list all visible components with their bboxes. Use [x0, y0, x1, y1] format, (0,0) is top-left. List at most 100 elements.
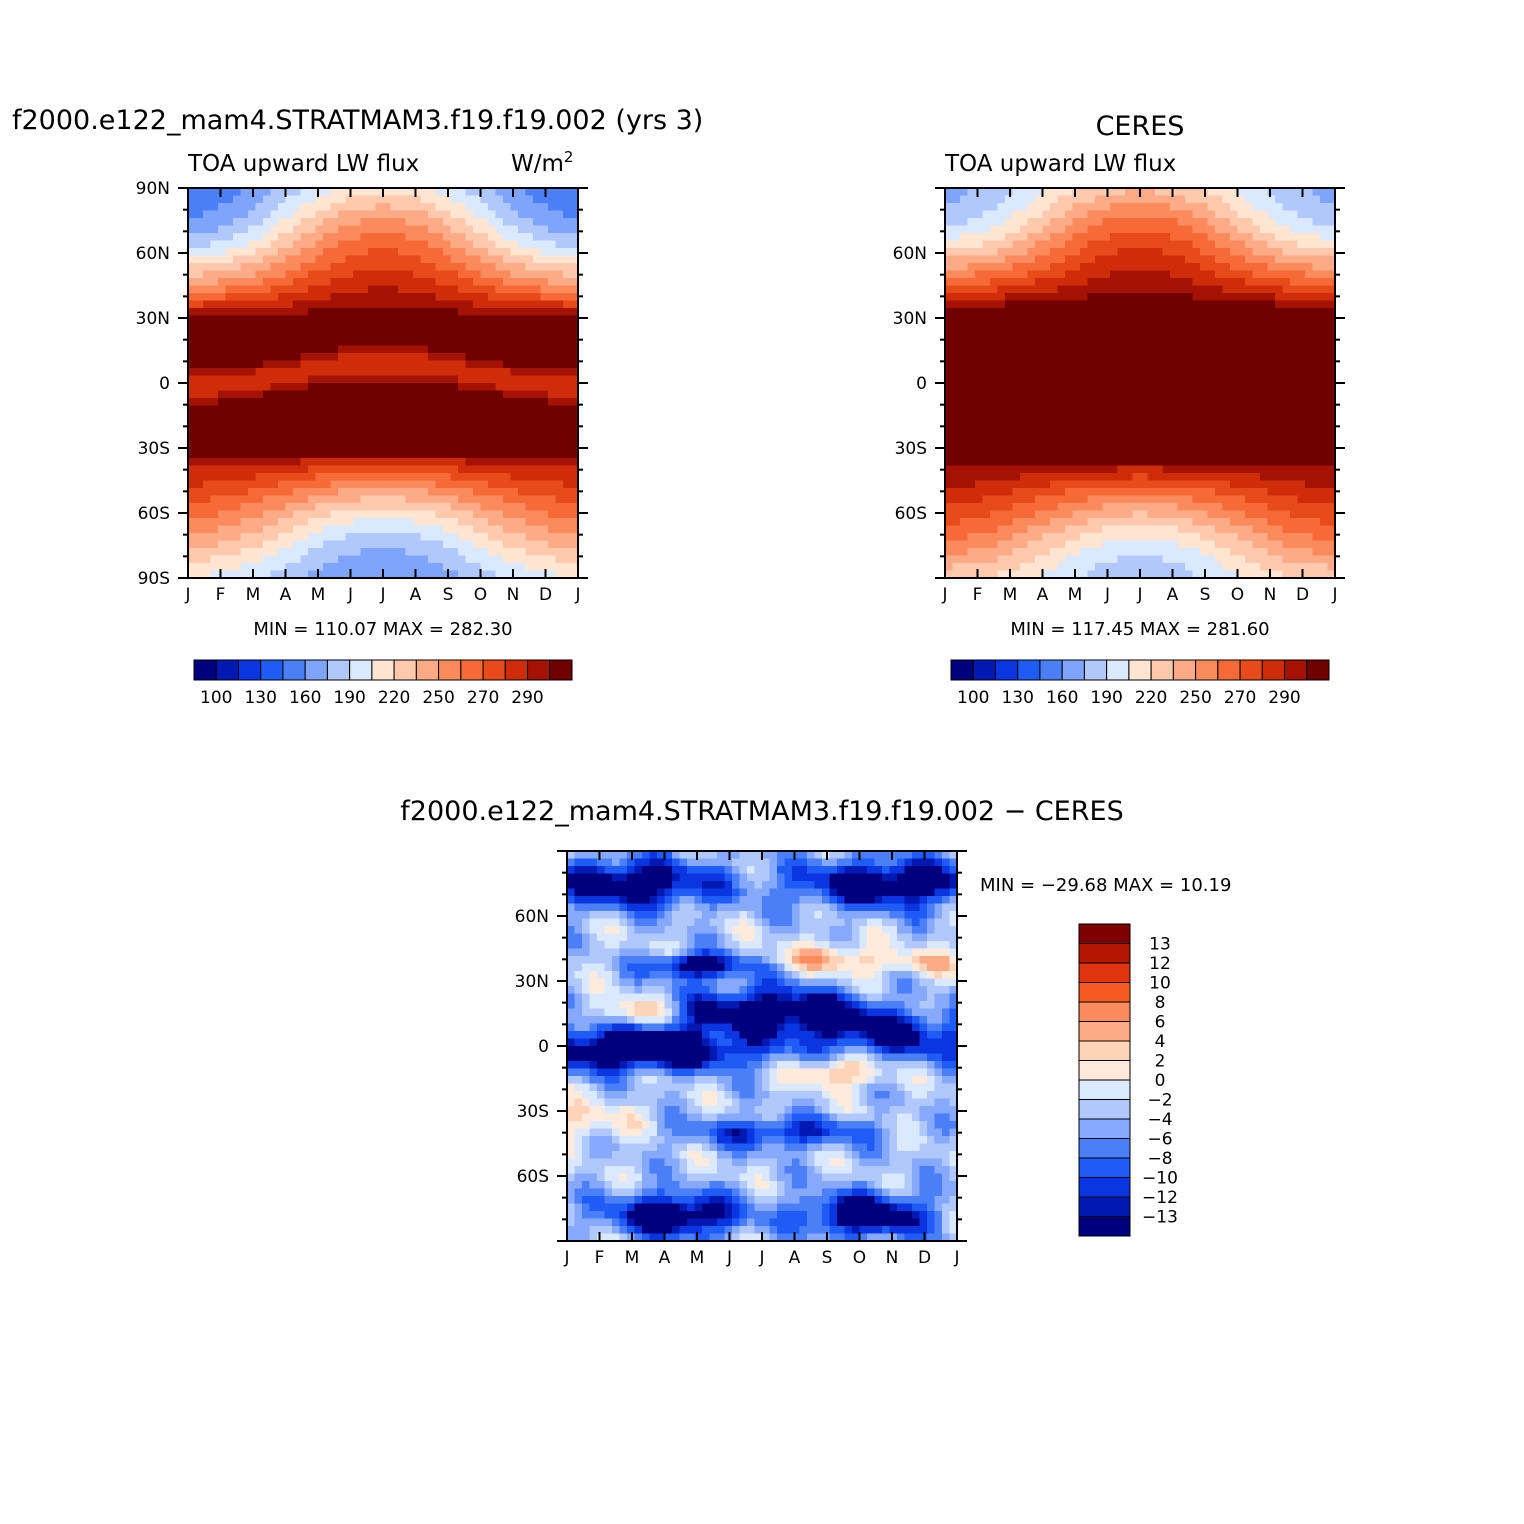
heatmap-cell: [458, 533, 467, 542]
heatmap-cell: [1057, 390, 1066, 399]
heatmap-cell: [1207, 188, 1216, 197]
heatmap-cell: [1290, 443, 1299, 452]
heatmap-cell: [450, 428, 459, 437]
heatmap-cell: [353, 285, 362, 294]
heatmap-cell: [480, 488, 489, 497]
heatmap-cell: [1072, 480, 1081, 489]
heatmap-cell: [323, 375, 332, 384]
heatmap-cell: [293, 405, 302, 414]
heatmap-cell: [1140, 495, 1149, 504]
heatmap-cell: [263, 375, 272, 384]
heatmap-cell: [1140, 255, 1149, 264]
heatmap-cell: [473, 540, 482, 549]
heatmap-cell: [1042, 188, 1051, 197]
heatmap-cell: [1297, 203, 1306, 212]
heatmap-cell: [368, 458, 377, 467]
heatmap-cell: [1042, 458, 1051, 467]
heatmap-cell: [1125, 210, 1134, 219]
heatmap-cell: [218, 308, 227, 317]
heatmap-cell: [338, 435, 347, 444]
heatmap-cell: [1282, 203, 1291, 212]
heatmap-cell: [315, 360, 324, 369]
heatmap-cell: [428, 323, 437, 332]
heatmap-cell: [1192, 495, 1201, 504]
heatmap-cell: [1177, 195, 1186, 204]
heatmap-cell: [203, 233, 212, 242]
heatmap-cell: [450, 548, 459, 557]
heatmap-cell: [1080, 270, 1089, 279]
heatmap-cell: [480, 435, 489, 444]
heatmap-cell: [405, 233, 414, 242]
heatmap-cell: [345, 375, 354, 384]
heatmap-cell: [1072, 458, 1081, 467]
heatmap-cell: [330, 338, 339, 347]
heatmap-cell: [548, 555, 557, 564]
heatmap-cell: [338, 540, 347, 549]
heatmap-cell: [345, 465, 354, 474]
heatmap-cell: [510, 210, 519, 219]
heatmap-cell: [1297, 458, 1306, 467]
heatmap-cell: [240, 210, 249, 219]
heatmap-cell: [420, 218, 429, 227]
heatmap-cell: [503, 548, 512, 557]
heatmap-cell: [960, 480, 969, 489]
heatmap-cell: [375, 458, 384, 467]
heatmap-cell: [1267, 218, 1276, 227]
heatmap-cell: [1080, 360, 1089, 369]
heatmap-cell: [1027, 398, 1036, 407]
heatmap-cell: [1110, 488, 1119, 497]
heatmap-cell: [1027, 375, 1036, 384]
heatmap-cell: [248, 548, 257, 557]
heatmap-cell: [1020, 488, 1029, 497]
heatmap-cell: [465, 218, 474, 227]
heatmap-cell: [413, 308, 422, 317]
heatmap-cell: [308, 465, 317, 474]
heatmap-cell: [278, 443, 287, 452]
heatmap-cell: [1327, 458, 1336, 467]
heatmap-cell: [345, 225, 354, 234]
heatmap-cell: [525, 248, 534, 257]
heatmap-cell: [225, 308, 234, 317]
heatmap-cell: [435, 413, 444, 422]
heatmap-cell: [443, 233, 452, 242]
heatmap-cell: [1290, 203, 1299, 212]
heatmap-cell: [1155, 435, 1164, 444]
heatmap-cell: [1215, 353, 1224, 362]
heatmap-cell: [285, 518, 294, 527]
heatmap-cell: [1102, 375, 1111, 384]
heatmap-cell: [383, 570, 392, 579]
heatmap-cell: [383, 503, 392, 512]
heatmap-cell: [960, 488, 969, 497]
heatmap-cell: [1260, 225, 1269, 234]
heatmap-cell: [293, 390, 302, 399]
heatmap-cell: [480, 555, 489, 564]
heatmap-cell: [1050, 308, 1059, 317]
heatmap-cell: [1140, 195, 1149, 204]
heatmap-cell: [1095, 353, 1104, 362]
heatmap-cell: [330, 248, 339, 257]
heatmap-cell: [1275, 315, 1284, 324]
heatmap-cell: [1170, 488, 1179, 497]
heatmap-cell: [1215, 270, 1224, 279]
heatmap-cell: [495, 413, 504, 422]
heatmap-cell: [510, 443, 519, 452]
heatmap-cell: [345, 555, 354, 564]
heatmap-cell: [1312, 345, 1321, 354]
heatmap-cell: [1080, 398, 1089, 407]
heatmap-cell: [315, 203, 324, 212]
heatmap-cell: [278, 570, 287, 579]
heatmap-cell: [510, 368, 519, 377]
heatmap-cell: [435, 518, 444, 527]
heatmap-cell: [308, 480, 317, 489]
heatmap-cell: [473, 368, 482, 377]
heatmap-cell: [225, 345, 234, 354]
heatmap-cell: [248, 405, 257, 414]
heatmap-cell: [495, 450, 504, 459]
heatmap-cell: [1132, 323, 1141, 332]
heatmap-cell: [248, 203, 257, 212]
heatmap-cell: [225, 555, 234, 564]
heatmap-cell: [488, 450, 497, 459]
heatmap-cell: [1320, 195, 1329, 204]
heatmap-cell: [488, 353, 497, 362]
heatmap-cell: [945, 188, 954, 197]
